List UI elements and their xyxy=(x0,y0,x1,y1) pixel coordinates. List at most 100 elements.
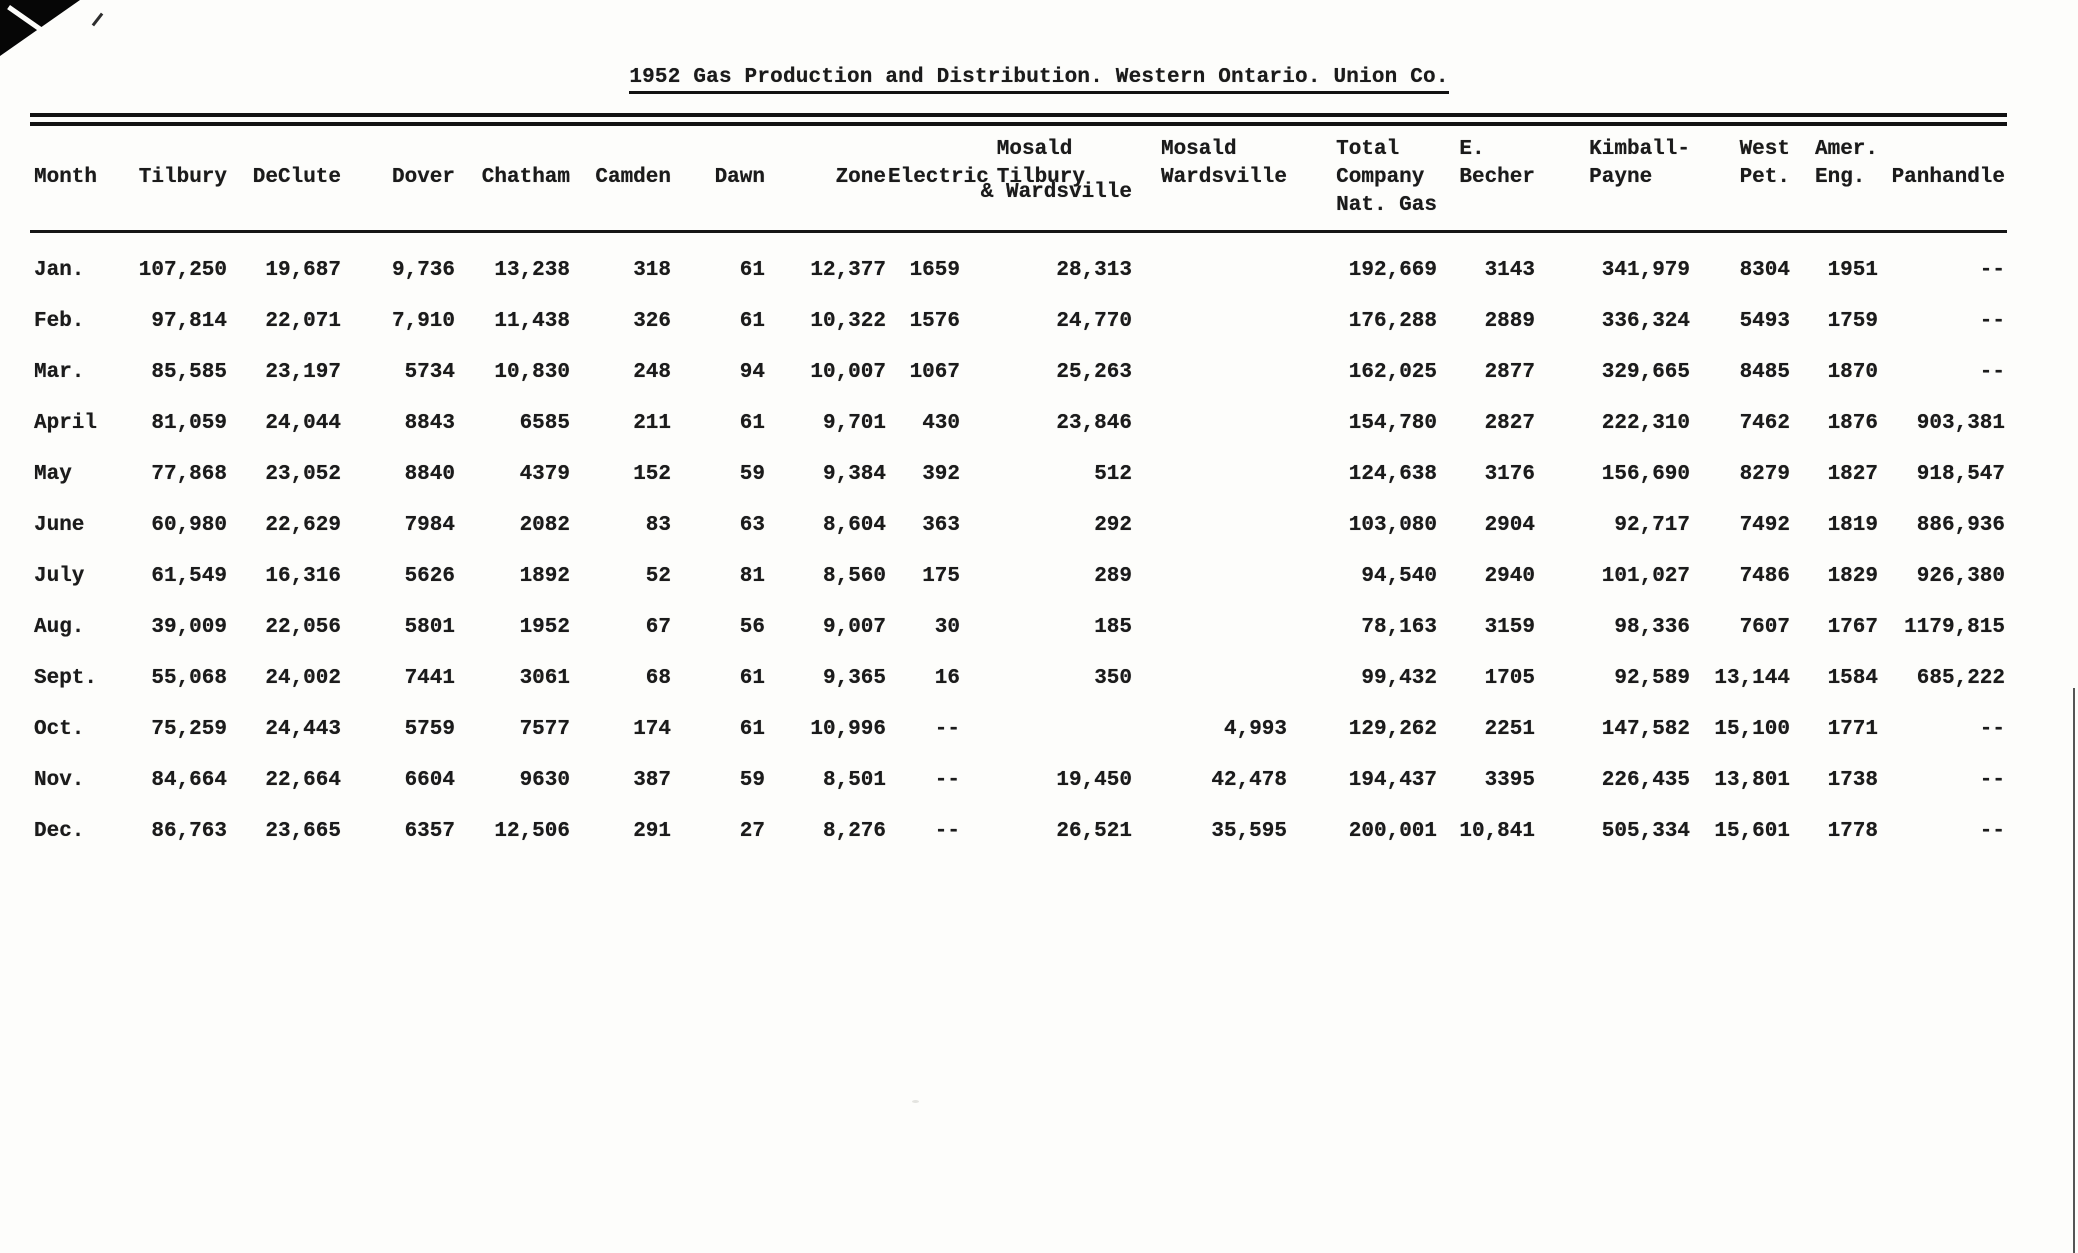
column-header-zone: Zone xyxy=(767,126,888,233)
table-cell: 61,549 xyxy=(151,565,227,588)
column-header-panhandle: Panhandle xyxy=(1880,126,2007,233)
table-cell: 175 xyxy=(922,565,960,588)
table-cell: 8,560 xyxy=(822,565,886,588)
table-cell: 19,450 xyxy=(1056,769,1132,792)
table-cell: 7462 xyxy=(1739,412,1790,435)
table-cell: 176,288 xyxy=(1348,310,1437,333)
table-cell: 1876 xyxy=(1827,412,1878,435)
table-cell: 174 xyxy=(633,718,671,741)
table-cell: 2904 xyxy=(1484,514,1535,537)
table-cell: 61 xyxy=(739,259,765,282)
table-cell: 55,068 xyxy=(151,667,227,690)
table-cell: 75,259 xyxy=(151,718,227,741)
table-cell xyxy=(1134,602,1289,653)
table-cell: 22,056 xyxy=(265,616,341,639)
table-cell: 19,687 xyxy=(265,259,341,282)
table-row: Aug. 39,009 22,056 5801 1952 67 56 9,007 30 185 78… xyxy=(30,602,2007,653)
table-cell: -- xyxy=(1979,310,2005,333)
table-cell: 85,585 xyxy=(151,361,227,384)
table-cell xyxy=(1134,347,1289,398)
table-cell: 329,665 xyxy=(1601,361,1690,384)
table-cell: 1576 xyxy=(909,310,960,333)
table-cell: 8485 xyxy=(1739,361,1790,384)
table-cell: 30 xyxy=(934,616,960,639)
table-cell: 8,276 xyxy=(822,820,886,843)
table-row: June 60,980 22,629 7984 2082 83 63 8,604 363 292 1… xyxy=(30,500,2007,551)
table-cell: 4379 xyxy=(519,463,570,486)
table-cell: 10,841 xyxy=(1459,820,1535,843)
table-cell: 81,059 xyxy=(151,412,227,435)
table-cell: 107,250 xyxy=(138,259,227,282)
table-cell: 9,365 xyxy=(822,667,886,690)
table-cell: 24,770 xyxy=(1056,310,1132,333)
table-cell: 336,324 xyxy=(1601,310,1690,333)
table-cell: 1767 xyxy=(1827,616,1878,639)
table-cell: 1829 xyxy=(1827,565,1878,588)
column-header-mosald-tilbury-wardsville: Mosald Tilbury & Wardsville xyxy=(962,126,1134,233)
table-cell: 1659 xyxy=(909,259,960,282)
table-cell xyxy=(1134,551,1289,602)
table-cell: 154,780 xyxy=(1348,412,1437,435)
table-cell: 94 xyxy=(739,361,765,384)
table-body: Jan. 107,250 19,687 9,736 13,238 318 61 12,377 1… xyxy=(30,232,2007,858)
table-cell: 2877 xyxy=(1484,361,1535,384)
table-cell: 926,380 xyxy=(1916,565,2005,588)
table-cell: 289 xyxy=(1094,565,1132,588)
table-row: Nov. 84,664 22,664 6604 9630 387 59 8,501 -- 19,4… xyxy=(30,755,2007,806)
table-cell: 1870 xyxy=(1827,361,1878,384)
table-cell: 81 xyxy=(739,565,765,588)
table-cell: 3395 xyxy=(1484,769,1535,792)
table-cell: 7,910 xyxy=(391,310,455,333)
table-cell: 326 xyxy=(633,310,671,333)
table-cell: 8,604 xyxy=(822,514,886,537)
table-cell: 13,144 xyxy=(1714,667,1790,690)
table-cell: 22,664 xyxy=(265,769,341,792)
table-cell: 3061 xyxy=(519,667,570,690)
table-cell: 3159 xyxy=(1484,616,1535,639)
table-cell: 78,163 xyxy=(1361,616,1437,639)
row-label: Dec. xyxy=(34,820,85,843)
row-label: Jan. xyxy=(34,259,85,282)
table-cell: 4,993 xyxy=(1223,718,1287,741)
table-cell: 98,336 xyxy=(1614,616,1690,639)
table-cell: 60,980 xyxy=(151,514,227,537)
table-cell: 2251 xyxy=(1484,718,1535,741)
column-header-tilbury: Tilbury xyxy=(105,126,229,233)
column-header-total-company-nat-gas: Total Company Nat. Gas xyxy=(1289,126,1439,233)
row-label: Mar. xyxy=(34,361,85,384)
table-cell: 1892 xyxy=(519,565,570,588)
table-cell: -- xyxy=(1979,769,2005,792)
table-cell: 1819 xyxy=(1827,514,1878,537)
table-cell: 63 xyxy=(739,514,765,537)
column-header-month: Month xyxy=(30,126,105,233)
table-cell: 341,979 xyxy=(1601,259,1690,282)
table-cell: 8,501 xyxy=(822,769,886,792)
table-cell: 24,044 xyxy=(265,412,341,435)
table-cell: 15,100 xyxy=(1714,718,1790,741)
table-cell: 5493 xyxy=(1739,310,1790,333)
table-cell: 23,197 xyxy=(265,361,341,384)
table-cell: 685,222 xyxy=(1916,667,2005,690)
table-cell: 7607 xyxy=(1739,616,1790,639)
title-area: 1952 Gas Production and Distribution. We… xyxy=(0,0,2078,94)
table-cell: 2940 xyxy=(1484,565,1535,588)
table-cell: 23,846 xyxy=(1056,412,1132,435)
table-cell: 24,443 xyxy=(265,718,341,741)
row-label: Aug. xyxy=(34,616,85,639)
table-cell: 23,052 xyxy=(265,463,341,486)
table-cell: 86,763 xyxy=(151,820,227,843)
table-cell: 3176 xyxy=(1484,463,1535,486)
column-header-kimball-payne: Kimball- Payne xyxy=(1537,126,1692,233)
table-cell: 200,001 xyxy=(1348,820,1437,843)
table-cell: 92,589 xyxy=(1614,667,1690,690)
table-cell: 42,478 xyxy=(1211,769,1287,792)
table-cell: 13,801 xyxy=(1714,769,1790,792)
table-cell: 5759 xyxy=(404,718,455,741)
table-cell: 11,438 xyxy=(494,310,570,333)
table-cell: 15,601 xyxy=(1714,820,1790,843)
table-cell: 61 xyxy=(739,412,765,435)
table-cell: 7577 xyxy=(519,718,570,741)
table-cell: 292 xyxy=(1094,514,1132,537)
table-cell: 13,238 xyxy=(494,259,570,282)
table-cell: 430 xyxy=(922,412,960,435)
